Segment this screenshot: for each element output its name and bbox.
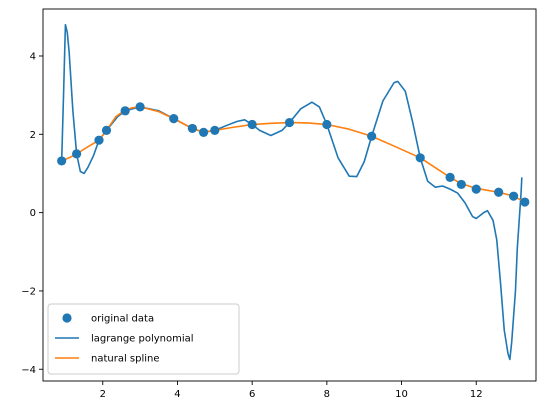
data-point: [187, 123, 197, 134]
data-point: [415, 153, 425, 163]
data-point: [72, 149, 82, 159]
y-tick-label: −2: [21, 286, 36, 297]
data-point: [169, 114, 179, 124]
natural-spline-line: [61, 106, 526, 203]
data-point: [94, 135, 104, 145]
x-tick-label: 8: [324, 389, 330, 400]
axes-frame: [42, 8, 537, 382]
y-tick-label: −4: [21, 365, 36, 376]
plot-area: [57, 23, 530, 361]
data-point: [494, 187, 504, 197]
data-point: [247, 119, 257, 130]
data-point: [471, 184, 481, 194]
x-tick-label: 4: [174, 389, 180, 400]
x-tick-label: 6: [249, 389, 255, 400]
legend-label: lagrange polynomial: [91, 334, 194, 345]
data-point: [57, 156, 67, 166]
legend-label: original data: [91, 314, 154, 325]
legend-marker: [62, 313, 72, 323]
data-point: [135, 102, 145, 112]
data-point: [101, 125, 112, 135]
legend-box: [47, 303, 240, 375]
legend: original data lagrange polynomial natural …: [47, 303, 240, 375]
x-tick-label: 2: [100, 389, 106, 400]
data-point: [284, 117, 295, 128]
y-axis: −4 −2 0 2 4: [21, 51, 43, 376]
data-point: [367, 131, 377, 141]
x-axis: 2 4 6 8 10 12: [100, 381, 483, 400]
y-tick-label: 4: [30, 51, 36, 62]
y-tick-label: 2: [30, 130, 36, 141]
y-tick-label: 0: [30, 208, 36, 219]
data-point: [120, 106, 130, 116]
legend-label: natural spline: [91, 354, 160, 365]
x-tick-label: 10: [395, 389, 408, 400]
data-point: [210, 125, 220, 135]
data-point: [322, 119, 332, 130]
x-tick-label: 12: [470, 389, 483, 400]
data-point: [198, 127, 209, 137]
data-point: [520, 197, 530, 207]
data-point: [508, 191, 519, 201]
data-point: [456, 179, 466, 190]
data-point: [445, 172, 455, 182]
